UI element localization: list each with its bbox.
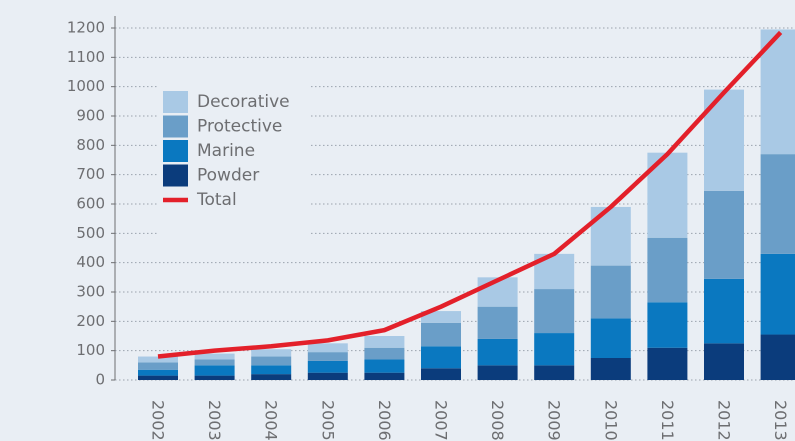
x-tick-label: 2007 [432,400,451,441]
bar-segment [534,289,575,334]
bar-segment [477,365,518,380]
y-tick-label: 300 [76,283,105,301]
x-tick-label: 2003 [205,400,224,441]
bar-segment [251,374,292,380]
bar-segment [364,336,405,348]
bar-segment [138,356,178,363]
x-tick-label: 2010 [601,400,620,441]
bar-segment [534,365,575,380]
legend-label: Powder [197,166,259,186]
y-tick-label: 1000 [67,77,105,95]
bar-segment [194,353,235,360]
bar-segment [760,253,795,335]
x-tick-label: 2013 [771,400,790,441]
bar-segment [138,369,178,376]
bar-segment [194,359,235,366]
bar-segment [477,306,518,339]
bar-segment [534,333,575,366]
bar-segment [421,322,461,347]
x-tick-label: 2011 [658,400,677,441]
bar-segment [364,347,405,360]
bar-segment [760,334,795,380]
bar-segment [307,343,348,353]
x-tick-label: 2004 [262,400,281,441]
bar-segment [477,338,518,366]
bar-segment [704,278,744,344]
bar-segment [364,359,405,373]
legend-label: Total [196,190,237,210]
y-tick-label: 600 [76,195,105,213]
bar-segment [194,375,235,380]
bar-segment [138,375,178,380]
legend-swatch [163,140,188,162]
bar-segment [421,311,461,323]
bar-segment [138,362,178,370]
y-tick-label: 900 [76,107,105,125]
bar-segment [251,356,292,366]
bar-segment [590,265,631,319]
y-tick-label: 400 [76,253,105,271]
bar-segment [307,352,348,361]
legend-swatch [163,164,188,187]
bar-segment [251,365,292,375]
legend-swatch [163,115,188,138]
bar-segment [590,318,631,358]
x-tick-label: 2006 [375,400,394,441]
legend-label: Marine [197,141,255,161]
y-tick-label: 200 [76,312,105,330]
x-tick-label: 2008 [488,400,507,441]
bar-segment [647,347,688,380]
y-tick-label: 800 [76,136,105,154]
bar-segment [251,349,292,357]
bar-segment [421,346,461,369]
bar-segment [647,302,688,348]
bar-segment [307,372,348,380]
x-tick-label: 2009 [545,400,564,441]
total-line [157,30,783,359]
bar-segment [647,237,688,303]
y-tick-label: 1200 [67,19,105,37]
legend-label: Protective [197,117,282,137]
y-tick-label: 1100 [67,48,105,66]
bar-segment [590,358,631,380]
bar-segment [194,365,235,376]
bar-segment [704,343,744,380]
bar-segment [421,368,461,380]
bar-segment [704,190,744,279]
bar-segment [307,360,348,373]
legend: Decorative Protective Marine Powder Total [158,84,310,234]
x-tick-label: 2002 [149,400,168,441]
y-tick-label: 700 [76,165,105,183]
x-tick-label: 2012 [715,400,734,441]
y-tick-label: 0 [95,371,105,389]
y-tick-label: 500 [76,224,105,242]
legend-label: Decorative [197,92,290,112]
bar-segment [760,154,795,254]
legend-swatch [163,91,188,113]
bar-segment [364,372,405,380]
y-tick-label: 100 [76,341,105,359]
x-tick-label: 2005 [318,400,337,441]
